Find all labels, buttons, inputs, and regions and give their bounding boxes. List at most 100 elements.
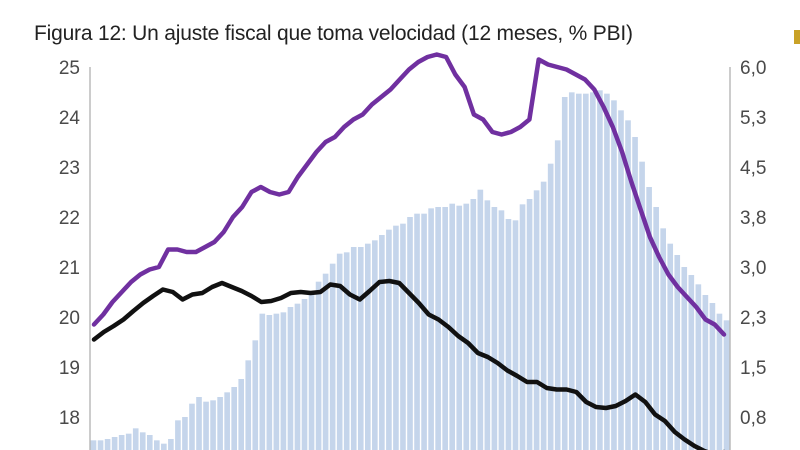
- bar: [723, 320, 730, 450]
- bar: [322, 273, 329, 450]
- bar: [357, 247, 364, 450]
- bar: [146, 435, 153, 450]
- bar: [224, 392, 230, 450]
- bar: [379, 235, 385, 450]
- bar: [590, 92, 596, 450]
- bar: [104, 439, 111, 450]
- bar: [632, 137, 638, 450]
- bar: [568, 92, 575, 450]
- right-tick-label: 1,5: [740, 358, 766, 379]
- bar: [688, 275, 695, 450]
- bar: [414, 213, 420, 450]
- bar: [245, 360, 252, 450]
- bar: [196, 397, 202, 450]
- bar: [125, 433, 132, 450]
- line-series: [91, 52, 727, 450]
- bar: [231, 387, 237, 450]
- chart-title: Figura 12: Un ajuste fiscal que toma vel…: [34, 22, 633, 45]
- bar: [238, 379, 245, 450]
- bar: [111, 437, 118, 450]
- bar: [132, 428, 139, 450]
- bar: [477, 189, 484, 450]
- bar: [533, 190, 540, 450]
- bar: [674, 255, 681, 450]
- bar: [421, 213, 427, 450]
- bar: [259, 313, 266, 450]
- bar: [287, 307, 294, 450]
- purple-series-line: [91, 52, 727, 337]
- bar: [709, 303, 716, 450]
- black-series-line: [91, 278, 726, 450]
- bar: [491, 207, 498, 450]
- bar: [575, 93, 582, 450]
- right-tick-label: 3,0: [740, 258, 766, 279]
- bar: [604, 93, 610, 450]
- bar: [484, 200, 491, 450]
- bar: [189, 403, 195, 450]
- bar: [512, 220, 519, 450]
- bar: [554, 140, 561, 450]
- bar: [161, 443, 167, 450]
- bar: [308, 292, 315, 450]
- bar: [428, 208, 434, 450]
- bar: [364, 243, 371, 450]
- bar: [646, 187, 652, 450]
- bar: [547, 163, 554, 450]
- bar: [139, 432, 146, 450]
- bar: [336, 253, 343, 450]
- left-tick-label: 24: [59, 108, 81, 129]
- bar: [210, 400, 216, 450]
- bar: [442, 207, 448, 450]
- bar: [561, 97, 568, 450]
- bar: [625, 120, 631, 450]
- left-tick-label: 20: [59, 308, 80, 329]
- bar: [540, 181, 547, 450]
- bar: [695, 284, 702, 450]
- bar: [597, 90, 603, 450]
- left-tick-label: 19: [59, 358, 80, 379]
- bar: [716, 313, 723, 450]
- bar: [315, 281, 322, 450]
- bar: [470, 199, 477, 450]
- bar: [407, 217, 413, 450]
- axis-ticks: 25 24 23 22 21 20 19 18 6,0 5,3 4,5 3,8 3,0 2,3 1,5 0,8: [59, 58, 767, 429]
- bar: [681, 267, 688, 450]
- bar: [400, 223, 406, 450]
- bar: [386, 229, 392, 450]
- bar: [653, 207, 659, 450]
- bar: [611, 100, 617, 450]
- bar: [393, 225, 399, 450]
- bar: [372, 240, 378, 450]
- left-tick-label: 21: [59, 258, 80, 279]
- bar: [329, 263, 336, 450]
- right-tick-label: 3,8: [740, 208, 766, 229]
- bar: [203, 401, 209, 450]
- bar: [168, 439, 174, 450]
- bar: [702, 295, 709, 450]
- bar: [639, 161, 645, 450]
- bar: [660, 228, 666, 450]
- bar: [294, 303, 301, 450]
- bar: [498, 210, 505, 450]
- bar: [583, 93, 589, 450]
- bar: [618, 110, 624, 450]
- right-tick-label: 5,3: [740, 108, 766, 129]
- left-tick-label: 18: [59, 408, 80, 429]
- left-tick-label: 25: [59, 58, 80, 79]
- bar: [280, 312, 287, 450]
- bar: [463, 203, 470, 450]
- bar: [154, 440, 160, 450]
- bar: [217, 397, 223, 450]
- right-tick-label: 2,3: [740, 308, 766, 329]
- bar: [90, 440, 97, 450]
- bar: [519, 204, 526, 450]
- bar: [266, 315, 273, 450]
- right-tick-label: 0,8: [740, 408, 766, 429]
- bar-series: [90, 90, 730, 450]
- bar: [667, 243, 674, 450]
- bar: [175, 420, 181, 450]
- left-tick-label: 22: [59, 208, 80, 229]
- bar: [343, 252, 350, 450]
- bar: [505, 219, 512, 450]
